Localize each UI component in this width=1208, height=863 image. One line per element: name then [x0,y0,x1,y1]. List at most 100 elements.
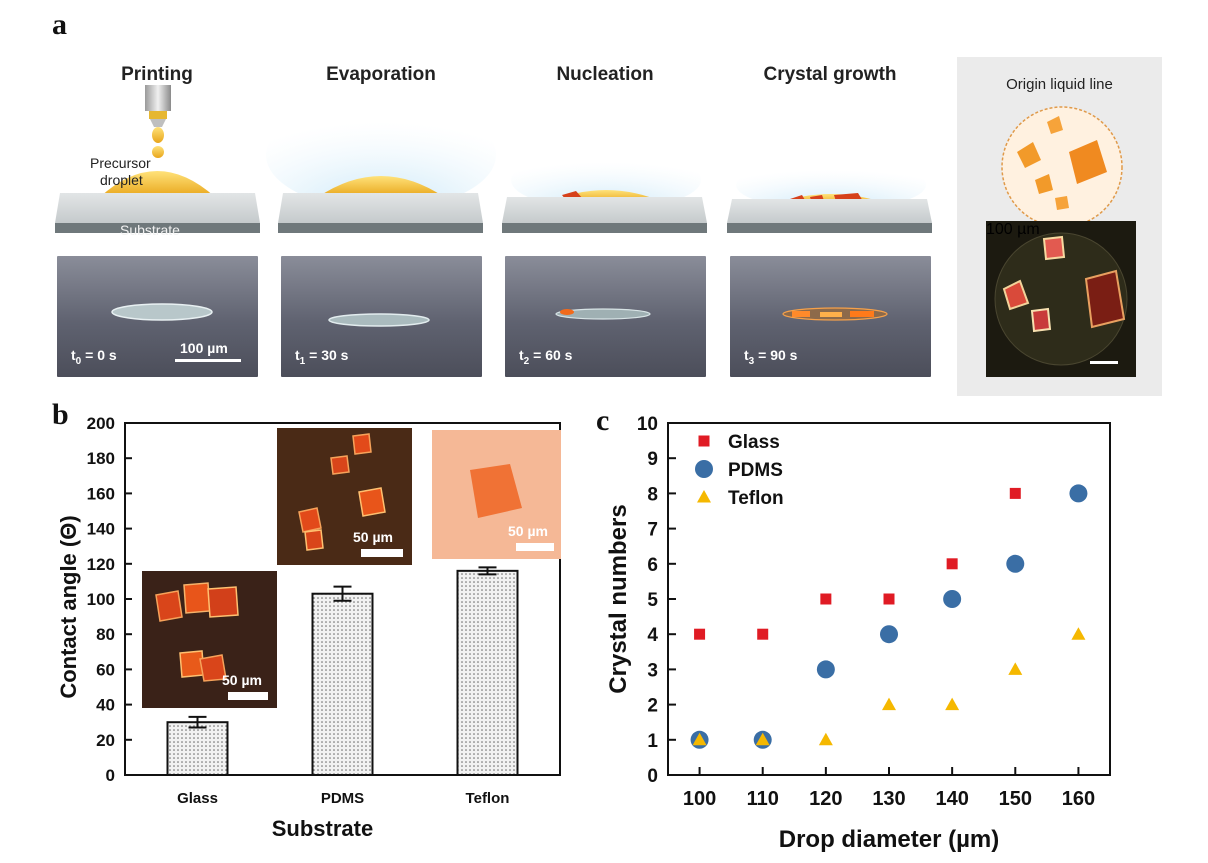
origin-liquid-line-title: Origin liquid line [1006,76,1113,93]
y-axis-label: Crystal numbers [605,504,632,693]
x-tick-label: 130 [872,788,905,810]
step-title-printing: Printing [121,64,193,85]
photo-t3: t3 = 90 s [730,256,931,377]
inset-glass-scale-label: 50 µm [222,672,262,688]
inset-glass-scale-bar [228,692,268,700]
photo-t0: t0 = 0 s 100 µm [57,256,258,377]
point-teflon [1008,662,1023,675]
point-pdms [1006,554,1025,573]
substrate-label: Substrate [120,222,180,238]
x-tick-label: PDMS [321,790,364,807]
time-label-t1: t1 = 30 s [295,347,349,367]
y-tick-label: 80 [96,625,115,644]
y-tick-label: 10 [637,414,658,435]
precursor-label-1: Precursor [90,155,151,171]
y-tick-label: 0 [106,766,115,785]
crystal-icon [1017,142,1041,168]
inset-pdms: 50 µm [277,428,412,565]
legend-label-pdms: PDMS [728,460,783,481]
y-tick-label: 160 [87,484,115,503]
y-tick-label: 200 [87,414,115,433]
time-label-t0: t0 = 0 s [71,347,117,367]
step-title-evaporation: Evaporation [326,64,436,85]
y-tick-label: 140 [87,520,115,539]
point-pdms [943,590,962,608]
y-tick-label: 100 [87,590,115,609]
legend-marker-teflon [697,490,711,503]
panel-b-letter: b [52,398,69,431]
legend-label-glass: Glass [728,432,780,453]
x-tick-label: 150 [999,788,1032,810]
bar-teflon [456,569,519,776]
crystal-growth-schematic [727,160,932,233]
y-tick-label: 9 [647,449,658,470]
inset-pdms-scale-label: 50 µm [353,529,393,545]
point-glass [694,628,706,640]
y-tick-label: 4 [647,625,658,646]
liquid-line-schematic [1001,106,1123,228]
y-tick-label: 40 [96,696,115,715]
x-tick-label: 110 [747,788,779,810]
point-pdms [816,660,835,679]
printing-schematic [55,85,260,233]
x-tick-label: 160 [1062,788,1095,810]
y-tick-label: 3 [647,660,658,681]
y-tick-label: 6 [647,555,658,576]
inset-glass: 50 µm [142,571,277,708]
contact-angle-chart: 0 20 40 60 80 100 120 140 160 180 200 Glass PDMS Tefl… [56,414,561,841]
y-tick-label: 20 [96,731,115,750]
step-title-nucleation: Nucleation [556,64,654,85]
point-glass [946,558,958,570]
scale-bar [175,359,241,362]
x-axis-label: Substrate [272,816,373,841]
panel-a-letter: a [52,8,67,41]
y-tick-label: 120 [87,555,115,574]
point-teflon [945,697,960,711]
evaporation-schematic [266,100,496,233]
point-teflon [882,697,896,711]
x-tick-label: 140 [935,788,968,810]
scale-label-100um: 100 µm [180,340,228,356]
point-glass [883,593,895,605]
point-pdms [1069,484,1088,503]
crystal-numbers-chart: 0 1 2 3 4 5 6 7 8 9 10 100 110 120 130 140 150 160 Drop di… [605,414,1111,853]
legend-marker-glass [698,435,710,447]
photo-t2: t2 = 60 s [505,256,706,377]
panel-c-letter: c [596,404,610,437]
y-tick-label: 1 [647,731,658,752]
point-glass [757,628,769,640]
vapor-icon [266,100,496,210]
side-scale-bar [1090,361,1118,364]
y-axis-label: Contact angle (Θ) [56,515,81,698]
inset-teflon-scale-bar [516,543,554,551]
y-tick-label: 0 [647,766,658,787]
bar-pdms [311,592,374,776]
y-tick-label: 2 [647,696,658,717]
legend-marker-pdms [695,460,713,478]
point-teflon [755,732,770,746]
precursor-label-2: droplet [100,172,143,188]
time-label-t2: t2 = 60 s [519,347,573,367]
y-tick-label: 60 [96,660,115,679]
liquid-line-micrograph: 100 µm [986,221,1136,377]
photo-t1: t1 = 30 s [281,256,482,377]
step-title-crystal-growth: Crystal growth [763,64,897,85]
legend-label-teflon: Teflon [728,488,784,509]
y-tick-label: 180 [87,449,115,468]
nozzle-icon [145,85,171,111]
origin-liquid-line-panel: Origin liquid line 100 µm [957,57,1162,396]
inset-teflon-scale-label: 50 µm [508,523,548,539]
point-teflon [1071,627,1086,640]
side-scale-label: 100 µm [986,221,1040,238]
nucleation-schematic [502,150,707,233]
y-tick-label: 5 [647,590,658,611]
droplet-icon [100,171,215,197]
x-tick-label: 100 [683,788,716,810]
point-teflon [818,732,833,746]
point-glass [1009,487,1021,499]
x-tick-label: 120 [809,788,842,810]
point-teflon [692,732,707,746]
bar-glass [166,721,229,777]
x-tick-label: Glass [177,790,218,807]
point-glass [820,593,832,605]
